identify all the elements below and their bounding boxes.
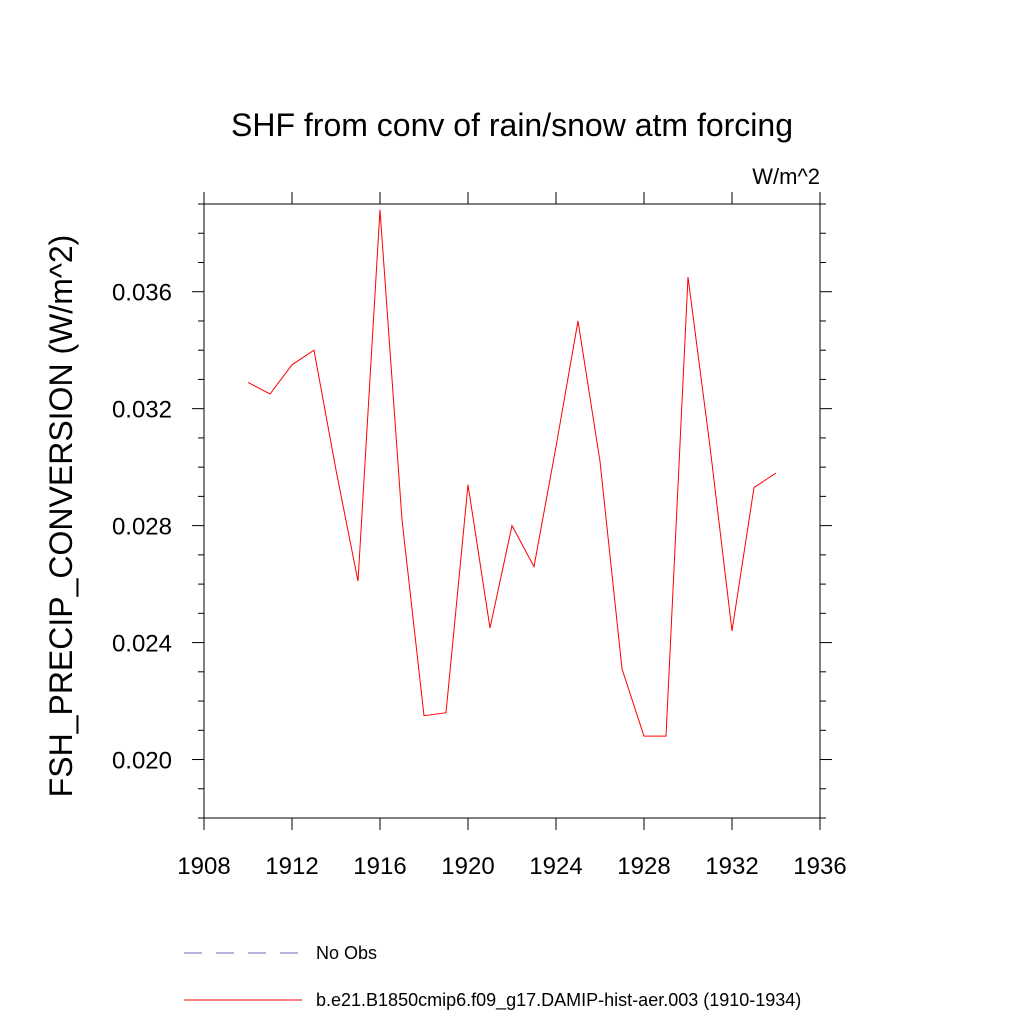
legend: No Obs b.e21.B1850cmip6.f09_g17.DAMIP-hi… bbox=[184, 943, 801, 1011]
chart-title: SHF from conv of rain/snow atm forcing bbox=[231, 107, 793, 143]
x-tick-label: 1908 bbox=[177, 853, 230, 880]
plot-frame bbox=[203, 203, 821, 819]
y-axis-label: FSH_PRECIP_CONVERSION (W/m^2) bbox=[43, 235, 79, 798]
y-tick-label: 0.028 bbox=[112, 514, 172, 541]
y-tick-label: 0.036 bbox=[112, 280, 172, 307]
x-tick-label: 1924 bbox=[529, 853, 582, 880]
y-tick-label: 0.024 bbox=[112, 631, 172, 658]
series-layer bbox=[247, 209, 777, 737]
x-tick-label: 1916 bbox=[353, 853, 406, 880]
y-tick-label: 0.032 bbox=[112, 397, 172, 424]
x-tick-label: 1932 bbox=[705, 853, 758, 880]
x-tick-label: 1928 bbox=[617, 853, 670, 880]
x-tick-label: 1912 bbox=[265, 853, 318, 880]
x-tick-label: 1920 bbox=[441, 853, 494, 880]
units-label: W/m^2 bbox=[752, 164, 820, 189]
legend-label-series: b.e21.B1850cmip6.f09_g17.DAMIP-hist-aer.… bbox=[316, 990, 801, 1011]
y-tick-label: 0.020 bbox=[112, 748, 172, 775]
axis-ticks bbox=[192, 192, 832, 830]
legend-label-no-obs: No Obs bbox=[316, 943, 377, 963]
y-tick-labels: 0.020 0.024 0.028 0.032 0.036 bbox=[112, 280, 172, 775]
x-tick-label: 1936 bbox=[793, 853, 846, 880]
x-tick-labels: 1908 1912 1916 1920 1924 1928 1932 1936 bbox=[177, 853, 846, 880]
series-line-0 bbox=[247, 209, 777, 737]
